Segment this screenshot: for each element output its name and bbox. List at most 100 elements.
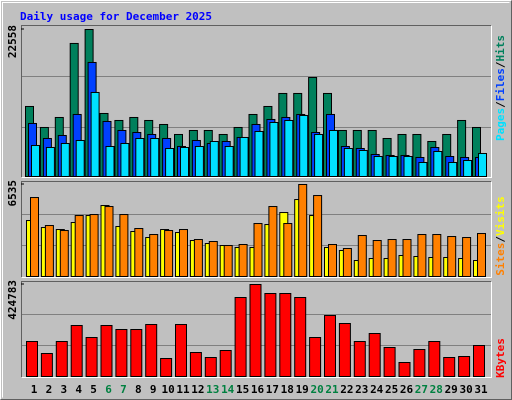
bar (383, 347, 396, 378)
x-tick-label: 1 (31, 383, 38, 396)
bar (328, 244, 337, 278)
x-tick-label: 20 (310, 383, 323, 396)
bar (309, 337, 322, 377)
x-tick-label: 28 (430, 383, 443, 396)
bar (314, 133, 324, 177)
bar (224, 145, 234, 177)
legend-entry: Hits (494, 35, 507, 62)
legend-separator: / (494, 61, 507, 68)
bar (473, 345, 485, 377)
bar (134, 228, 144, 277)
x-tick-label: 5 (90, 383, 97, 396)
x-tick-label: 7 (120, 383, 127, 396)
bar (75, 139, 85, 177)
bar (329, 129, 338, 177)
bar (149, 234, 159, 278)
bar (299, 114, 309, 177)
bar (104, 206, 114, 277)
x-tick-label: 30 (459, 383, 472, 396)
bar (31, 144, 40, 177)
bar (342, 248, 352, 277)
bar (357, 235, 367, 277)
x-tick-label: 31 (474, 383, 488, 396)
bar (338, 323, 351, 378)
bar (478, 152, 487, 177)
bar (428, 341, 441, 377)
bar (30, 197, 39, 278)
bar (45, 146, 55, 178)
bar (448, 161, 458, 178)
x-tick-label: 2 (46, 383, 53, 396)
legend-entry: Visits (494, 196, 507, 236)
bar (70, 325, 83, 378)
bar (60, 142, 70, 177)
x-tick-label: 4 (75, 383, 82, 396)
bar (219, 350, 232, 377)
bar (40, 353, 53, 378)
bar (264, 293, 277, 378)
bar (59, 230, 69, 277)
x-tick-label: 9 (150, 383, 157, 396)
x-tick-label: 26 (400, 383, 414, 396)
x-tick-label: 18 (281, 383, 294, 396)
legend-separator: / (494, 101, 507, 108)
bar (145, 324, 158, 377)
bar (193, 239, 203, 277)
x-tick-label: 3 (60, 383, 67, 396)
bar (189, 352, 202, 377)
bar (115, 329, 128, 378)
bar (44, 225, 54, 277)
bar (353, 341, 366, 377)
bar (180, 146, 189, 178)
x-tick-label: 19 (296, 383, 309, 396)
bar (324, 315, 336, 377)
x-tick-label: 23 (355, 383, 368, 396)
bar (313, 195, 323, 277)
bar (209, 140, 219, 178)
bar (74, 215, 84, 277)
bar (105, 145, 115, 177)
x-tick-label: 11 (176, 383, 190, 396)
bar (253, 223, 263, 278)
bar (249, 284, 262, 377)
bar (194, 145, 204, 177)
panel-border (21, 181, 492, 278)
panel-border (21, 281, 492, 378)
bar (284, 119, 294, 177)
bar (433, 150, 443, 177)
legend-entry: Sites (494, 243, 507, 276)
x-tick-label: 27 (415, 383, 428, 396)
bar (279, 293, 292, 378)
x-tick-label: 8 (135, 383, 142, 396)
bar (254, 130, 264, 178)
y-tick-label: 6535 (6, 180, 19, 207)
bar (119, 214, 129, 277)
x-tick-label: 13 (206, 383, 219, 396)
bar (223, 245, 233, 278)
legend-entry: Files (494, 68, 507, 101)
bar (90, 91, 100, 177)
bar (477, 233, 486, 278)
x-tick-label: 29 (445, 383, 458, 396)
bar (179, 229, 188, 277)
bar (165, 147, 175, 177)
bar (368, 333, 381, 377)
y-tick-label: 424783 (6, 280, 19, 320)
bar (418, 161, 428, 178)
bar (239, 136, 249, 177)
bar (373, 155, 383, 177)
bar (413, 349, 426, 378)
y-tick-label: 22558 (6, 25, 19, 58)
panel-border (21, 281, 492, 378)
x-tick-label: 16 (251, 383, 265, 396)
x-tick-label: 10 (161, 383, 174, 396)
bar (160, 358, 173, 377)
bar (417, 234, 427, 278)
bar (463, 159, 473, 178)
x-tick-label: 15 (236, 383, 249, 396)
bar (294, 297, 307, 378)
bar (150, 137, 160, 177)
bar (269, 121, 279, 178)
